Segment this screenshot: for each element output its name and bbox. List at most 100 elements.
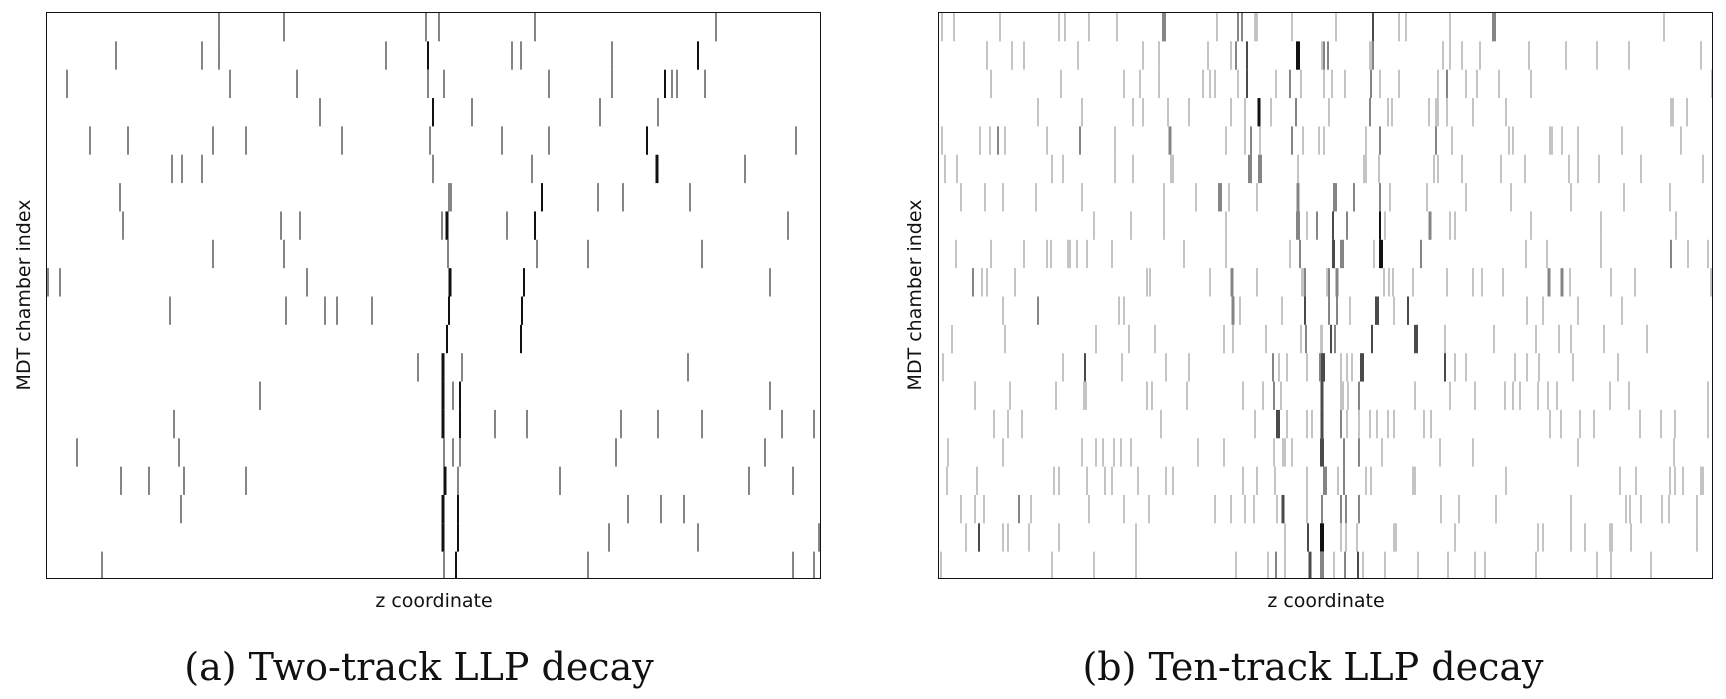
hit-bar: [548, 69, 550, 99]
hit-bar: [1165, 353, 1167, 382]
hit-bar: [1142, 41, 1144, 70]
hit-bar: [715, 13, 717, 42]
hit-bar: [1304, 268, 1306, 297]
hit-bar: [511, 41, 513, 70]
hit-bar: [385, 41, 387, 70]
hit-bar: [1646, 324, 1648, 354]
caption-a: (a) Two-track LLP decay: [184, 645, 654, 689]
hit-bar: [1104, 466, 1106, 495]
hit-bar: [818, 523, 820, 552]
hit-bar: [1349, 296, 1351, 325]
hit-bar: [955, 239, 957, 269]
hit-bar: [1300, 324, 1302, 354]
hit-bar: [120, 466, 122, 495]
hit-bar: [1230, 41, 1232, 70]
y-axis-label: MDT chamber index: [904, 199, 926, 391]
hit-bar: [47, 268, 49, 297]
hit-bar: [432, 154, 434, 184]
hit-bar: [1130, 211, 1132, 240]
hit-bar: [1372, 13, 1374, 42]
hit-bar: [1358, 409, 1360, 439]
hit-bar: [1267, 551, 1269, 578]
hit-bar: [1254, 409, 1256, 439]
hit-bar: [1291, 13, 1293, 42]
hit-bar: [427, 69, 429, 99]
hit-bar: [1274, 466, 1276, 495]
hit-bar: [1296, 183, 1300, 212]
hit-bar: [1392, 268, 1394, 297]
hit-bar: [1216, 13, 1218, 42]
hit-bar: [1165, 466, 1167, 495]
hit-bar: [1525, 239, 1527, 269]
hit-bar: [1320, 381, 1324, 410]
hit-bar: [1584, 523, 1586, 552]
hit-bar: [1102, 438, 1104, 467]
hit-bar: [521, 296, 523, 325]
hit-bar: [371, 296, 373, 325]
hit-bar: [1095, 324, 1097, 354]
hit-bar: [1577, 438, 1579, 467]
hit-bar: [1537, 381, 1539, 410]
hit-bar: [1304, 296, 1306, 325]
hit-bar: [1610, 551, 1612, 578]
hit-bar: [1378, 154, 1380, 184]
hit-bar: [1273, 381, 1275, 410]
hit-bar: [1307, 523, 1309, 552]
hit-bar: [1358, 494, 1360, 524]
hit-bar: [229, 69, 231, 99]
hit-bar: [1414, 324, 1418, 354]
hit-bar: [1327, 41, 1329, 70]
hit-bar: [299, 211, 301, 240]
hit-bar: [443, 69, 445, 99]
hit-bar: [1484, 551, 1486, 578]
hit-bar: [1572, 353, 1574, 382]
hit-bar: [459, 409, 461, 439]
hit-bar: [1358, 381, 1360, 410]
hit-bar: [541, 183, 543, 212]
hit-bar: [1387, 409, 1389, 439]
hit-bar: [1046, 239, 1048, 269]
hit-bar: [1388, 268, 1390, 297]
hit-bar: [1535, 551, 1537, 578]
hit-bar: [1323, 69, 1325, 99]
hit-bar: [627, 494, 629, 524]
x-axis-label: z coordinate: [1267, 590, 1385, 612]
hit-bar: [1273, 438, 1275, 467]
hit-bar: [1351, 353, 1353, 382]
hit-bar: [526, 409, 528, 439]
hit-bar: [1379, 126, 1381, 155]
hit-bar: [1493, 324, 1495, 354]
hit-bar: [1135, 551, 1137, 578]
hit-bar: [1376, 409, 1378, 439]
hit-bar: [1340, 523, 1342, 552]
hit-bar: [1343, 438, 1345, 467]
hit-bar: [441, 494, 445, 524]
hit-bar: [1387, 98, 1389, 127]
hit-bar: [1707, 409, 1709, 439]
hit-bar: [1172, 466, 1174, 495]
hit-bar: [1439, 438, 1441, 467]
hit-bar: [1674, 466, 1676, 495]
hit-bar: [1512, 381, 1514, 410]
hit-bar: [1328, 98, 1330, 127]
hit-bar: [1116, 13, 1118, 42]
hit-bar: [1265, 324, 1267, 354]
hit-bar: [306, 268, 308, 297]
hit-bar: [1154, 324, 1156, 354]
hit-bar: [280, 211, 282, 240]
hit-bar: [787, 211, 789, 240]
hit-bar: [427, 41, 429, 70]
hit-bar: [1700, 466, 1704, 495]
hit-bar: [1209, 268, 1211, 297]
hit-bar: [1346, 353, 1348, 382]
hit-bar: [1549, 409, 1551, 439]
hit-bar: [1299, 239, 1301, 269]
hit-bar: [1347, 381, 1349, 410]
hit-bar: [1560, 268, 1564, 297]
hit-bar: [1547, 381, 1549, 410]
hit-bar: [1195, 183, 1197, 212]
hit-bar: [1170, 154, 1174, 184]
hit-bar: [1440, 494, 1442, 524]
hit-bar: [1297, 154, 1299, 184]
hit-bar: [974, 494, 976, 524]
